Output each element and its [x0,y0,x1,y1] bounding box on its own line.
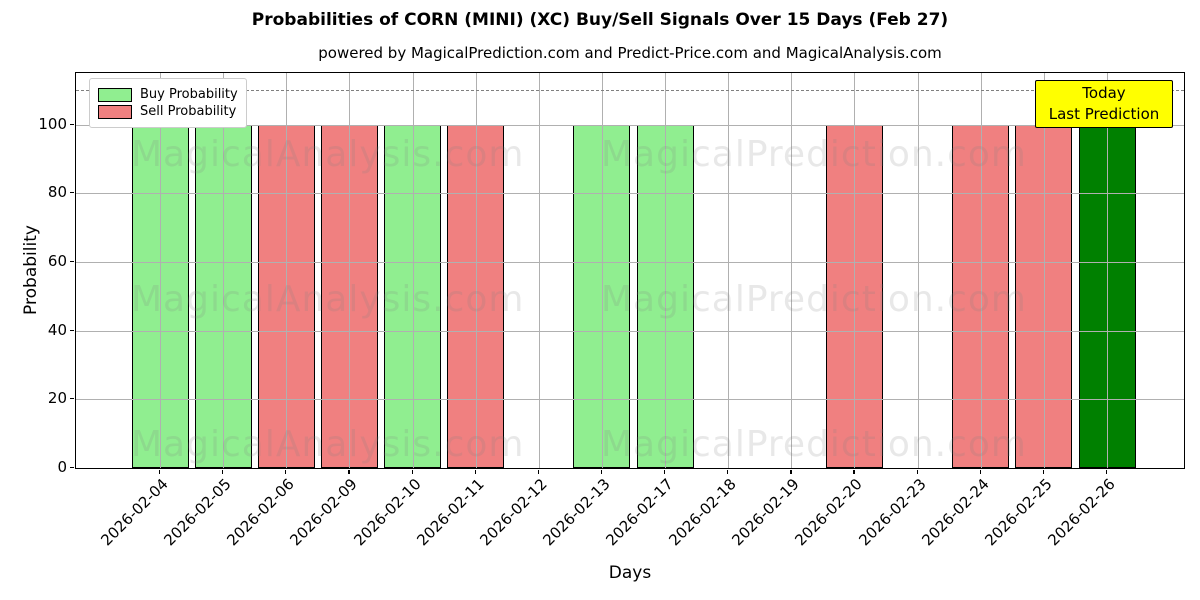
y-tick-mark [70,123,74,125]
x-tick-mark [727,470,729,474]
gridline-horizontal [76,261,1184,263]
chart-subtitle: powered by MagicalPrediction.com and Pre… [318,44,942,62]
gridline-vertical [601,73,603,468]
x-tick-mark [916,470,918,474]
gridline-vertical [1107,73,1108,468]
x-tick-mark [790,470,792,474]
y-tick-label: 0 [57,458,67,476]
gridline-vertical [728,73,730,468]
x-tick-mark [474,470,476,474]
watermark-text: MagicalPrediction.com [601,134,1027,175]
y-axis-label: Probability [21,225,41,315]
watermark-text: MagicalPrediction.com [601,424,1027,465]
x-tick-mark [348,470,350,474]
legend-item-sell: Sell Probability [98,104,238,119]
gridline-vertical [538,73,540,468]
legend-label-buy: Buy Probability [140,87,238,102]
x-tick-mark [1042,470,1045,474]
today-annotation: Today Last Prediction [1035,80,1173,128]
watermark-text: MagicalAnalysis.com [131,134,525,175]
gridline-vertical [791,73,793,468]
x-tick-mark [664,470,666,474]
y-tick-label: 80 [47,183,67,202]
gridline-vertical [412,73,414,468]
legend-item-buy: Buy Probability [98,87,238,102]
watermark-text: MagicalPrediction.com [601,279,1027,320]
today-annotation-line1: Today [1082,84,1126,102]
y-tick-label: 40 [47,320,67,339]
gridline-horizontal [76,193,1184,195]
x-axis-label: Days [608,563,652,583]
gridline-vertical [980,73,982,468]
today-annotation-line2: Last Prediction [1048,105,1160,123]
gridline-vertical [854,73,856,468]
gridline-vertical [917,73,919,468]
x-tick-mark [159,470,161,474]
x-tick-mark [537,470,539,474]
x-tick-mark [1106,470,1108,474]
watermark-text: MagicalAnalysis.com [131,424,525,465]
x-tick-mark [600,470,603,474]
chart-title: Probabilities of CORN (MINI) (XC) Buy/Se… [251,10,949,30]
gridline-vertical [665,73,667,468]
gridline-vertical [160,73,161,468]
watermark-text: MagicalAnalysis.com [131,279,525,320]
gridline-horizontal [76,124,1184,126]
gridline-vertical [349,73,351,468]
x-tick-mark [222,470,224,474]
buy-probability-swatch [98,87,132,102]
gridline-vertical [1043,73,1045,468]
plot-area: Buy Probability Sell Probability Today L… [75,72,1185,469]
sell-probability-swatch [98,104,132,119]
y-tick-mark [70,398,74,400]
y-tick-label: 60 [47,251,67,270]
gridline-vertical [286,73,288,468]
y-tick-mark [70,467,74,469]
legend-label-sell: Sell Probability [140,104,237,119]
y-tick-mark [70,192,74,194]
y-tick-mark [70,329,74,331]
x-tick-mark [979,470,981,474]
y-tick-label: 20 [47,389,67,408]
gridline-horizontal [76,399,1184,401]
x-tick-mark [411,470,413,474]
threshold-line [76,90,1184,92]
y-tick-label: 100 [38,114,67,133]
gridline-vertical [223,73,225,468]
y-tick-mark [70,260,74,263]
x-tick-mark [853,470,855,474]
gridline-horizontal [76,330,1184,332]
x-tick-mark [285,470,287,474]
legend: Buy Probability Sell Probability [89,78,247,128]
gridline-vertical [475,73,477,468]
